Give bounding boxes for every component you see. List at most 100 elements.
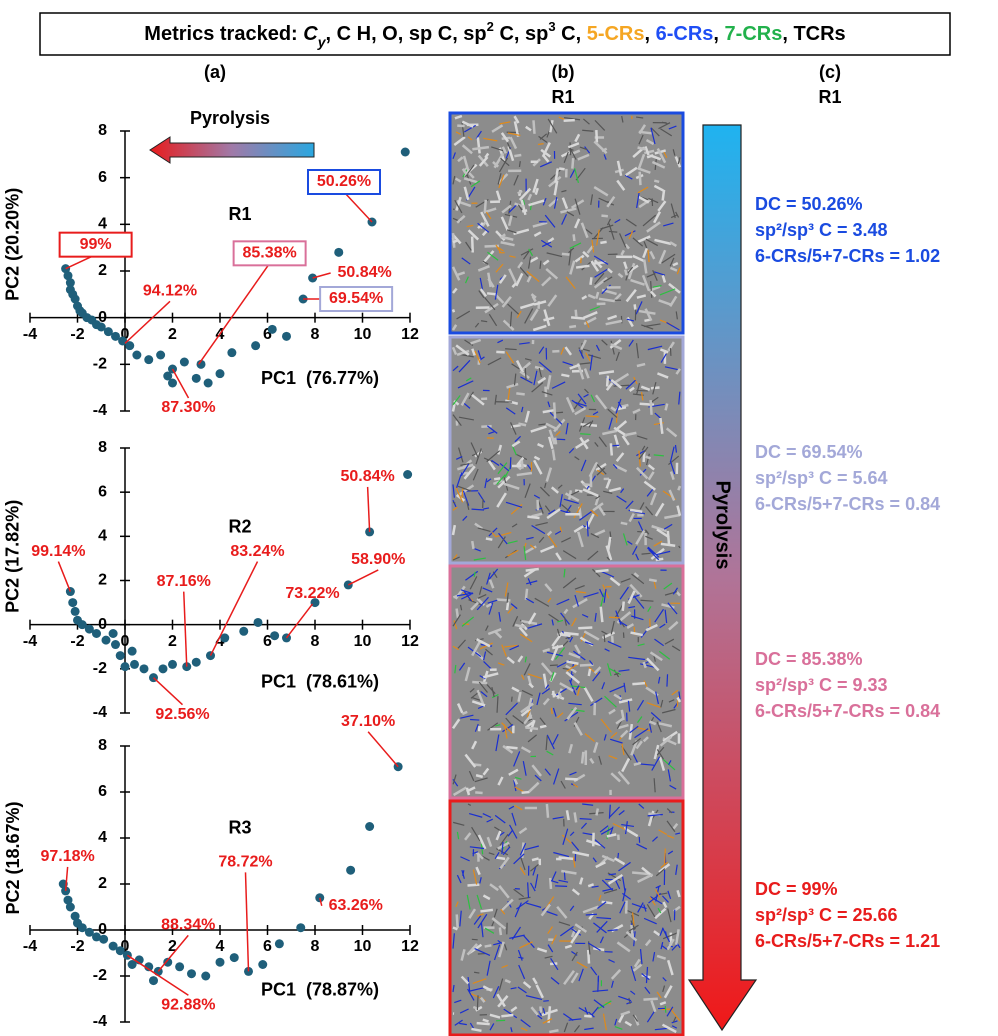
bond [518, 422, 527, 427]
bond [549, 169, 561, 180]
bond [610, 406, 617, 412]
bond [677, 157, 681, 165]
bond [451, 718, 461, 730]
bond [475, 774, 484, 779]
bond [569, 168, 576, 178]
bond [544, 482, 547, 489]
bond [608, 873, 616, 876]
bond [672, 261, 679, 267]
bond [662, 977, 667, 982]
x-tick-label: 8 [311, 633, 320, 650]
bond [503, 1008, 518, 1019]
bond [653, 930, 661, 937]
bond [641, 324, 654, 330]
bond [559, 925, 574, 937]
bond [675, 864, 678, 875]
bond [461, 257, 471, 265]
bond [460, 949, 466, 961]
bond [658, 249, 667, 265]
bond [524, 845, 539, 851]
bond [482, 894, 491, 901]
data-point [77, 923, 87, 933]
bond [524, 358, 532, 361]
x-tick-label: 4 [216, 938, 225, 955]
bond [497, 475, 511, 489]
bond [510, 1006, 518, 1013]
bond [459, 604, 463, 611]
bond [617, 770, 631, 785]
bond [457, 156, 464, 163]
bond [491, 146, 504, 152]
bond [522, 199, 525, 205]
bond [513, 174, 519, 186]
bond [607, 408, 618, 418]
bond [561, 252, 570, 256]
data-point [115, 946, 125, 956]
bond [632, 754, 639, 764]
arrow-label: Pyrolysis [190, 108, 270, 128]
bond [595, 129, 599, 143]
bond [496, 993, 506, 1008]
bond [547, 926, 553, 935]
bond [562, 361, 574, 366]
bond [616, 406, 627, 411]
bond [582, 421, 592, 428]
bond [624, 431, 637, 437]
data-point [270, 631, 280, 641]
bond [667, 850, 674, 855]
annotation: 50.26% [317, 173, 371, 190]
bond [520, 746, 532, 754]
bond [498, 927, 503, 936]
bond [650, 712, 662, 722]
y-tick-label: 6 [98, 783, 107, 800]
bond [488, 431, 495, 435]
data-point [77, 620, 87, 630]
bond [542, 1018, 553, 1024]
bond [649, 651, 663, 662]
leader-line [285, 603, 314, 639]
bond [636, 116, 644, 119]
bond [670, 446, 675, 462]
bond [466, 943, 479, 956]
bond [464, 666, 471, 682]
bond [640, 663, 655, 668]
bond [568, 248, 572, 266]
bond [514, 902, 522, 918]
bond [543, 316, 555, 322]
bond [550, 977, 560, 985]
bond [628, 339, 634, 347]
bond [606, 218, 612, 226]
bond [451, 524, 457, 536]
x-tick-label: -2 [70, 938, 84, 955]
bond [556, 598, 570, 606]
bond [510, 603, 518, 610]
bond [534, 774, 542, 782]
bond [669, 266, 678, 272]
bond [460, 463, 470, 477]
bond [568, 652, 581, 659]
bond [636, 294, 647, 299]
bond [498, 157, 509, 173]
annotation: 99% [80, 236, 112, 253]
bond [485, 648, 493, 656]
bond [641, 973, 650, 981]
x-tick-label: 10 [354, 938, 372, 955]
bond [504, 644, 518, 648]
bond [506, 382, 519, 389]
bond [510, 1027, 513, 1033]
bond [548, 509, 556, 515]
bond [546, 252, 563, 258]
bond [465, 570, 479, 581]
bond [584, 388, 589, 394]
bond [621, 823, 635, 828]
bond [475, 130, 482, 140]
bond [576, 686, 581, 696]
bond [557, 484, 563, 489]
bond [534, 365, 544, 371]
bond [650, 127, 660, 137]
bond [613, 292, 622, 302]
bond [580, 222, 589, 239]
bond [477, 492, 486, 503]
bond [641, 552, 651, 555]
bond [663, 985, 673, 999]
